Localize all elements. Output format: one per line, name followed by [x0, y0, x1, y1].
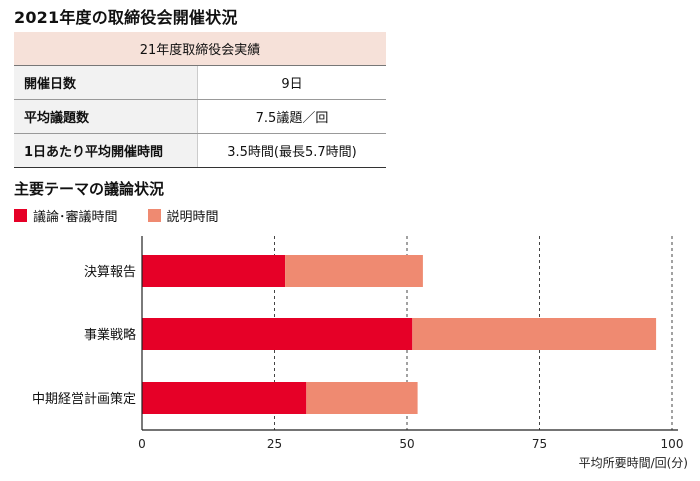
row-label: 1日あたり平均開催時間 [14, 133, 198, 168]
category-label: 決算報告 [84, 265, 136, 280]
bar-discussion [142, 255, 286, 287]
x-tick-label: 25 [267, 437, 282, 451]
table-row: 開催日数 9日 [14, 65, 386, 100]
bar-explanation [412, 318, 657, 350]
x-tick-label: 50 [399, 437, 414, 451]
legend-label-discussion: 議論･審議時間 [33, 210, 118, 225]
x-tick-label: 75 [532, 437, 547, 451]
legend-label-explanation: 説明時間 [166, 210, 219, 225]
table-row: 平均議題数 7.5議題／回 [14, 99, 386, 134]
table-row: 1日あたり平均開催時間 3.5時間(最長5.7時間) [14, 133, 386, 168]
row-label: 平均議題数 [14, 99, 198, 134]
legend-swatch-explanation [147, 209, 161, 222]
category-label: 事業戦略 [84, 327, 136, 343]
category-label: 中期経営計画策定 [32, 391, 136, 407]
chart-title: 主要テーマの議論状況 [14, 180, 165, 198]
x-axis-title: 平均所要時間/回(分) [579, 456, 688, 470]
page-title: 2021年度の取締役会開催状況 [14, 8, 238, 27]
legend-item-explanation: 説明時間 [147, 206, 219, 225]
bar-discussion [142, 382, 307, 414]
stats-table-header-row: 21年度取締役会実績 [14, 32, 386, 66]
chart-legend: 議論･審議時間 説明時間 [14, 206, 249, 225]
stats-table: 21年度取締役会実績 開催日数 9日 平均議題数 7.5議題／回 1日あたり平均… [14, 32, 386, 168]
bar-explanation [285, 255, 423, 287]
legend-item-discussion: 議論･審議時間 [14, 206, 118, 225]
row-label: 開催日数 [14, 65, 198, 100]
x-tick-label: 0 [138, 437, 146, 451]
legend-swatch-discussion [14, 209, 27, 222]
x-tick-label: 100 [661, 437, 684, 451]
bar-discussion [142, 318, 413, 350]
stats-table-header: 21年度取締役会実績 [14, 32, 386, 66]
row-value: 7.5議題／回 [197, 99, 386, 134]
bar-explanation [306, 382, 418, 414]
row-value: 9日 [197, 65, 386, 100]
row-value: 3.5時間(最長5.7時間) [197, 133, 386, 168]
